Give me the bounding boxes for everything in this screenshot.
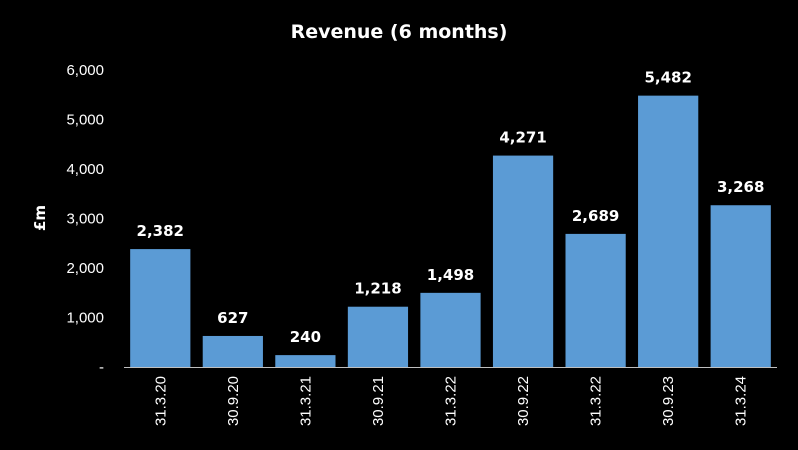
y-tick-label: 5,000: [66, 112, 104, 129]
data-label: 5,482: [644, 69, 691, 87]
x-tick-label: 30.9.21: [370, 376, 387, 426]
y-tick-label: 4,000: [66, 161, 104, 178]
x-tick-label: 31.3.21: [297, 376, 314, 426]
bar: [202, 335, 263, 367]
data-label: 2,689: [572, 207, 619, 225]
bar: [565, 233, 626, 367]
bar: [420, 292, 481, 367]
x-axis-ticks: 31.3.20 30.9.20 31.3.21 30.9.21 31.3.22 30.9.…: [152, 376, 749, 426]
x-tick-label: 30.9.23: [660, 376, 677, 426]
bar: [347, 306, 409, 367]
bar: [130, 249, 191, 367]
bar: [492, 155, 554, 367]
x-tick-label: 31.3.20: [152, 376, 169, 426]
y-axis-ticks: - 1,000 2,000 3,000 4,000 5,000 6,000: [66, 62, 104, 376]
data-label: 627: [217, 309, 248, 327]
data-label: 1,498: [427, 266, 474, 284]
bar: [275, 355, 336, 367]
data-label: 240: [290, 328, 321, 346]
y-tick-label: 1,000: [66, 310, 104, 327]
x-tick-label: 31.3.22: [588, 376, 605, 426]
x-tick-label: 31.3.24: [733, 376, 750, 426]
data-labels: 2,382 627 240 1,218 1,498 4,271 2,689 5,482 3,26…: [137, 69, 765, 346]
data-label: 1,218: [354, 280, 401, 298]
y-tick-label: 6,000: [66, 62, 104, 79]
y-tick-label: -: [99, 359, 104, 376]
chart-title: Revenue (6 months): [291, 21, 508, 43]
data-label: 2,382: [137, 222, 184, 240]
x-tick-label: 30.9.20: [225, 376, 242, 426]
y-axis-label: £m: [31, 205, 49, 231]
bar: [638, 95, 699, 368]
y-tick-label: 2,000: [66, 260, 104, 277]
data-label: 3,268: [717, 178, 764, 196]
x-tick-label: 31.3.22: [443, 376, 460, 426]
bars: [130, 95, 771, 368]
y-tick-label: 3,000: [66, 211, 104, 228]
bar: [710, 205, 771, 367]
data-label: 4,271: [499, 129, 546, 147]
x-tick-label: 30.9.22: [515, 376, 532, 426]
